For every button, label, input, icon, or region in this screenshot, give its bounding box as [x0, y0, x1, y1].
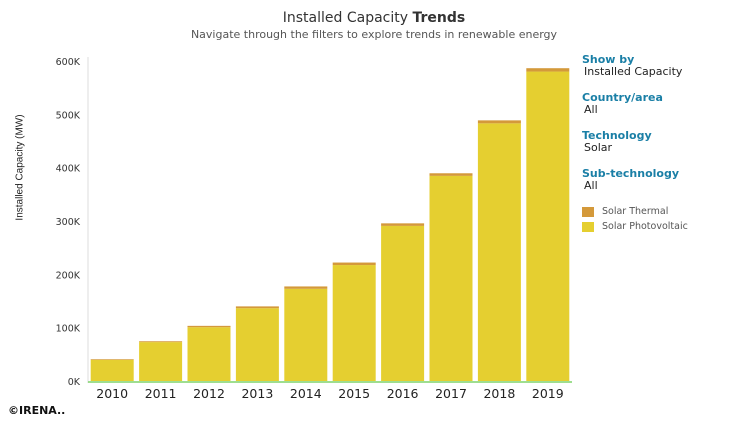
- y-tick-label: 600K: [56, 57, 81, 68]
- x-tick-label: 2016: [387, 386, 419, 401]
- x-tick-label: 2014: [290, 386, 322, 401]
- legend-label: Solar Photovoltaic: [602, 221, 688, 232]
- x-tick-label: 2013: [241, 386, 273, 401]
- x-tick-label: 2017: [435, 386, 467, 401]
- filter-value: Installed Capacity: [584, 65, 683, 78]
- filter-value: Solar: [584, 141, 613, 154]
- bar-solar-photovoltaic: [139, 342, 183, 381]
- filter-value: All: [584, 103, 598, 116]
- y-tick-label: 300K: [56, 217, 81, 228]
- filter-label: Show by: [582, 53, 635, 66]
- y-tick-label: 200K: [56, 270, 81, 281]
- x-tick-label: 2010: [96, 386, 128, 401]
- legend-item-thermal[interactable]: Solar Thermal: [582, 206, 688, 217]
- bar-solar-thermal: [526, 68, 570, 72]
- y-tick-label: 0K: [68, 377, 81, 388]
- x-tick-label: 2015: [338, 386, 370, 401]
- filter-panel: Show by Installed Capacity Country/area Al…: [582, 54, 688, 236]
- bar-solar-photovoltaic: [381, 225, 425, 381]
- y-tick-label: 400K: [56, 164, 81, 175]
- legend: Solar Thermal Solar Photovoltaic: [582, 206, 688, 232]
- bar-solar-photovoltaic: [477, 123, 521, 381]
- bar-solar-photovoltaic: [235, 308, 279, 381]
- bar-solar-thermal: [235, 306, 279, 309]
- filter-label: Sub-technology: [582, 167, 680, 180]
- filter-label: Technology: [582, 129, 652, 142]
- y-tick-label: 100K: [56, 324, 81, 335]
- copyright: ©IRENA..: [8, 404, 66, 417]
- filter-sub-technology[interactable]: Sub-technology All: [582, 168, 688, 192]
- x-tick-label: 2018: [483, 386, 515, 401]
- filter-country[interactable]: Country/area All: [582, 92, 688, 116]
- x-tick-label: 2011: [145, 386, 177, 401]
- legend-item-pv[interactable]: Solar Photovoltaic: [582, 221, 688, 232]
- x-tick-label: 2012: [193, 386, 225, 401]
- legend-swatch: [582, 221, 594, 232]
- bar-solar-thermal: [90, 359, 134, 360]
- bar-solar-photovoltaic: [429, 175, 473, 381]
- bar-solar-thermal: [187, 325, 231, 328]
- bar-solar-thermal: [381, 223, 425, 226]
- filter-technology[interactable]: Technology Solar: [582, 130, 688, 154]
- y-tick-label: 500K: [56, 110, 81, 121]
- bar-solar-photovoltaic: [187, 327, 231, 381]
- bar-solar-thermal: [284, 286, 328, 289]
- title-bold: Trends: [412, 10, 466, 26]
- legend-label: Solar Thermal: [602, 206, 669, 217]
- bar-solar-photovoltaic: [284, 288, 328, 381]
- bar-solar-photovoltaic: [526, 71, 570, 381]
- chart-title: Installed Capacity Trends: [0, 10, 748, 26]
- chart-subtitle: Navigate through the filters to explore …: [190, 28, 558, 41]
- bar-solar-thermal: [477, 120, 521, 124]
- bar-solar-thermal: [429, 173, 473, 176]
- bar-solar-photovoltaic: [90, 359, 134, 381]
- bar-solar-photovoltaic: [332, 265, 376, 381]
- title-text: Installed Capacity: [282, 10, 409, 26]
- filter-value: All: [584, 179, 598, 192]
- legend-swatch: [582, 206, 594, 217]
- bar-solar-thermal: [139, 341, 183, 343]
- filter-label: Country/area: [582, 91, 663, 104]
- x-tick-label: 2019: [532, 386, 564, 401]
- bar-solar-thermal: [332, 262, 376, 266]
- filter-show-by[interactable]: Show by Installed Capacity: [582, 54, 688, 78]
